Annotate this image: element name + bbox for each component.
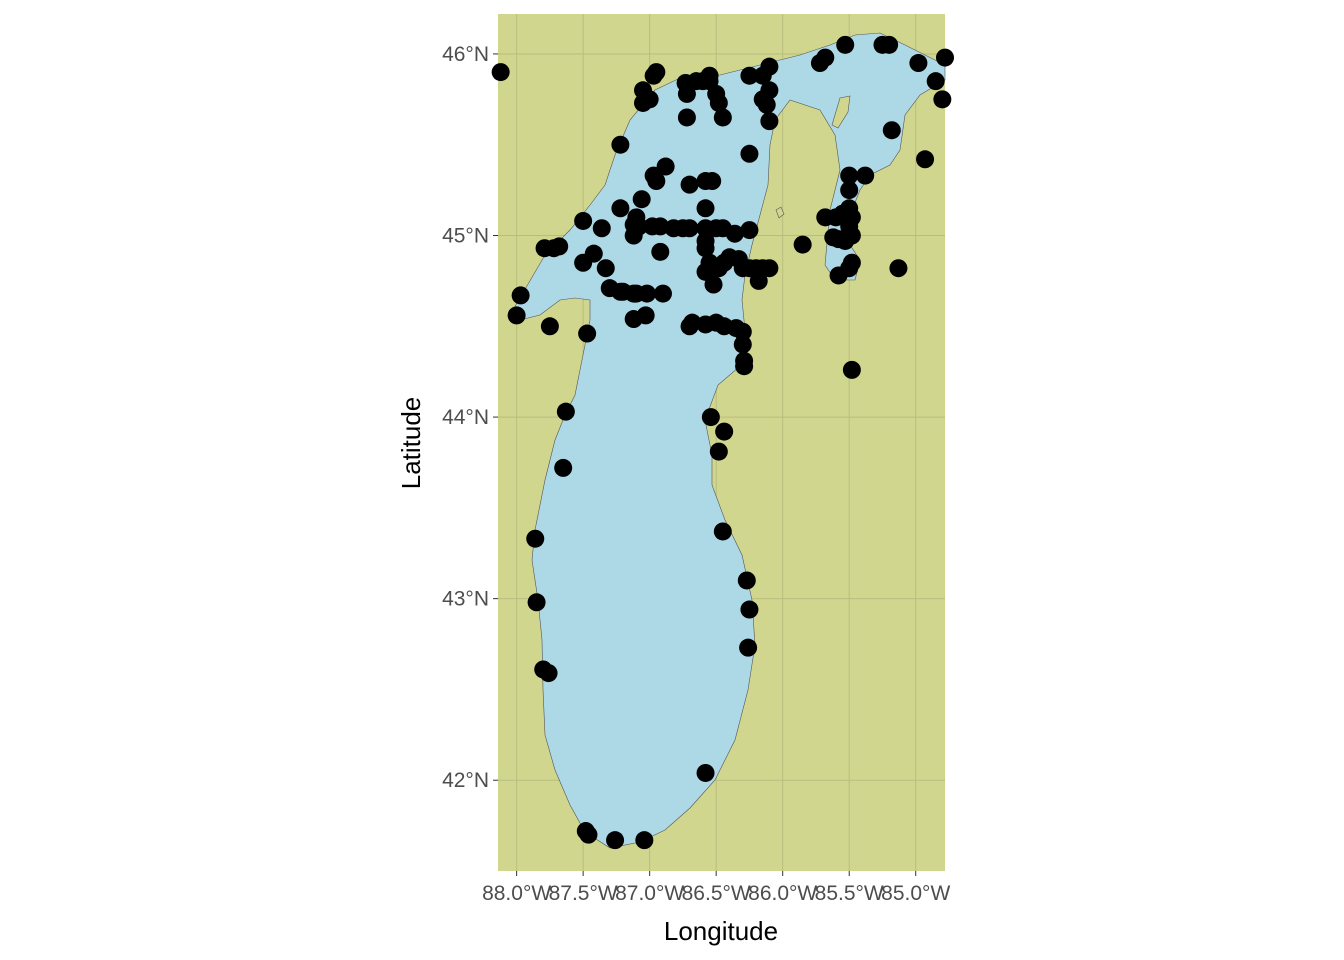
data-point <box>926 72 945 91</box>
data-point <box>709 442 728 461</box>
data-point <box>909 54 928 73</box>
data-point <box>829 266 848 285</box>
data-point <box>579 825 598 844</box>
data-point <box>737 571 756 590</box>
data-point <box>740 221 759 240</box>
data-point <box>578 324 597 343</box>
y-tick-label: 46°N <box>442 43 489 66</box>
data-point <box>511 286 530 305</box>
data-point <box>696 763 715 782</box>
data-point <box>703 172 722 191</box>
x-tick-label: 87.0°W <box>615 882 684 905</box>
x-axis-title: Longitude <box>664 916 778 946</box>
data-point <box>584 244 603 263</box>
data-point <box>713 108 732 127</box>
data-point <box>840 181 859 200</box>
data-point <box>889 259 908 278</box>
data-point <box>635 831 654 850</box>
data-point <box>535 239 554 258</box>
data-point <box>725 224 744 243</box>
data-point <box>624 310 643 329</box>
data-point <box>793 235 812 254</box>
y-tick-label: 44°N <box>442 406 489 429</box>
data-point <box>592 219 611 238</box>
data-point <box>644 66 663 85</box>
data-point <box>632 190 651 209</box>
data-point <box>916 150 935 169</box>
y-tick-label: 42°N <box>442 769 489 792</box>
sample-points <box>491 35 954 850</box>
data-point <box>873 35 892 54</box>
data-point <box>596 259 615 278</box>
data-point <box>696 199 715 218</box>
data-point <box>840 166 859 185</box>
peninsula-island <box>831 95 851 129</box>
data-point <box>634 93 653 112</box>
data-point <box>491 63 510 82</box>
data-point <box>624 226 643 245</box>
data-point <box>677 108 696 127</box>
x-tick-label: 88.0°W <box>482 882 551 905</box>
data-point <box>757 95 776 114</box>
data-point <box>644 166 663 185</box>
data-point <box>606 831 625 850</box>
y-tick-label: 43°N <box>442 588 489 611</box>
data-point <box>611 135 630 154</box>
data-point <box>696 239 715 258</box>
x-tick-label: 85.5°W <box>815 882 884 905</box>
data-point <box>824 228 843 247</box>
data-point <box>715 422 734 441</box>
data-point <box>527 593 546 612</box>
data-point <box>740 144 759 163</box>
data-point <box>733 335 752 354</box>
data-point <box>749 271 768 290</box>
data-point <box>539 664 558 683</box>
data-point <box>540 317 559 336</box>
x-tick-label: 85.0°W <box>881 882 950 905</box>
y-axis-title: Latitude <box>396 397 426 490</box>
x-tick-label: 86.0°W <box>748 882 817 905</box>
data-point <box>611 199 630 218</box>
data-point <box>740 600 759 619</box>
data-point <box>701 408 720 427</box>
data-point <box>842 360 861 379</box>
data-point <box>713 522 732 541</box>
data-point <box>836 35 855 54</box>
data-point <box>574 211 593 230</box>
data-point <box>651 217 670 236</box>
data-point <box>611 282 630 301</box>
data-point <box>810 54 829 73</box>
data-point <box>760 259 779 278</box>
data-point <box>680 175 699 194</box>
y-tick-label: 45°N <box>442 225 489 248</box>
data-point <box>753 66 772 85</box>
data-point <box>624 284 643 303</box>
x-tick-label: 87.5°W <box>549 882 618 905</box>
data-point <box>739 638 758 657</box>
data-point <box>882 121 901 140</box>
data-point <box>936 48 954 67</box>
small-island <box>775 206 785 219</box>
data-point <box>704 275 723 294</box>
data-point <box>526 529 545 548</box>
data-point <box>856 166 875 185</box>
data-point <box>680 219 699 238</box>
data-point <box>735 351 754 370</box>
data-point <box>651 242 670 261</box>
data-point <box>740 66 759 85</box>
data-point <box>507 306 526 325</box>
data-point <box>696 315 715 334</box>
data-point <box>933 90 952 109</box>
axis-ticks: 88.0°W87.5°W87.0°W86.5°W86.0°W85.5°W85.0… <box>442 43 950 905</box>
data-point <box>680 317 699 336</box>
data-point <box>653 284 672 303</box>
x-tick-label: 86.5°W <box>682 882 751 905</box>
data-point <box>554 458 573 477</box>
data-point <box>760 112 779 131</box>
data-point <box>677 84 696 103</box>
data-point <box>556 402 575 421</box>
